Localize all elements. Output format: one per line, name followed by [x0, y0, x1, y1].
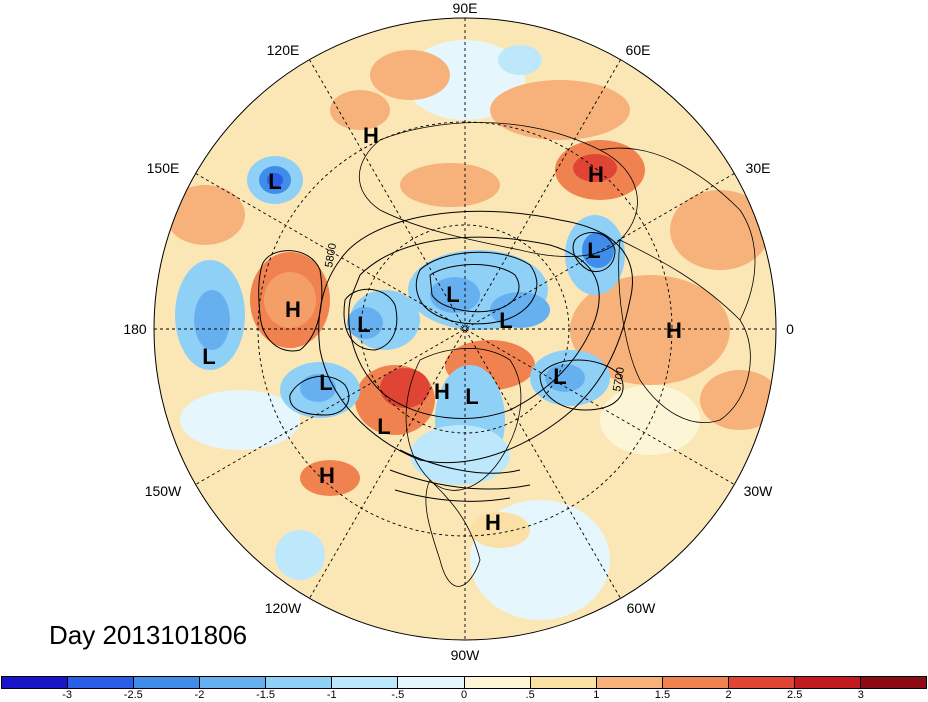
- day-label: Day 2013101806: [49, 620, 248, 650]
- colorbar-tick-label: -2: [194, 689, 205, 701]
- map-boundary: [153, 17, 777, 641]
- longitude-labels: 90E 90W 180 0 120E 150E 60E 30E 150W 120…: [123, 0, 794, 663]
- colorbar-tick-label: 1.5: [654, 689, 671, 701]
- colorbar-tick-label: .5: [525, 689, 535, 701]
- colorbar-tick-label: 1: [593, 689, 600, 701]
- colorbar-cell: [332, 677, 399, 688]
- lon-label-120e: 120E: [267, 42, 300, 58]
- colorbar-cell: [398, 677, 465, 688]
- colorbar-tick-label: 2: [725, 689, 732, 701]
- colorbar-cell: [861, 677, 927, 688]
- graticule: [154, 18, 776, 640]
- pressure-center-label: H: [666, 318, 682, 343]
- colorbar-cell: [266, 677, 333, 688]
- colorbar-cell: [2, 677, 69, 688]
- colorbar-tick-label: -1.5: [256, 689, 276, 701]
- pressure-center-label: L: [268, 169, 281, 194]
- lon-label-120w: 120W: [265, 600, 302, 616]
- pressure-center-label: H: [434, 379, 450, 404]
- colorbar-cell: [596, 677, 663, 688]
- pressure-centers: L H H L H L L L L H L L H L L H H: [202, 123, 682, 535]
- colorbar-cell: [134, 677, 201, 688]
- pressure-center-label: L: [446, 282, 459, 307]
- lon-label-150w: 150W: [145, 483, 182, 499]
- pressure-center-label: L: [202, 344, 215, 369]
- colorbar-cell: [530, 677, 597, 688]
- colorbar-tick-label: -1: [326, 689, 337, 701]
- colorbar: [1, 676, 927, 689]
- pressure-center-label: L: [377, 414, 390, 439]
- lon-label-60w: 60W: [627, 600, 657, 616]
- pressure-center-label: L: [465, 384, 478, 409]
- pressure-center-label: L: [357, 312, 370, 337]
- lon-label-60e: 60E: [626, 42, 651, 58]
- pressure-center-label: L: [319, 370, 332, 395]
- colorbar-cell: [200, 677, 267, 688]
- colorbar-ticks: -3 -2.5 -2 -1.5 -1 -.5 0 .5 1 1.5 2 2.5 3: [1, 689, 927, 702]
- pressure-center-label: L: [499, 308, 512, 333]
- colorbar-tick-label: 3: [857, 689, 864, 701]
- lon-label-0: 0: [786, 321, 794, 337]
- pressure-center-label: H: [319, 463, 335, 488]
- lon-label-30e: 30E: [746, 160, 771, 176]
- colorbar-cell: [464, 677, 531, 688]
- pressure-center-label: H: [285, 297, 301, 322]
- colorbar-tick-label: 0: [460, 689, 468, 701]
- coastlines: [358, 122, 756, 587]
- contour-label-5800: 5800: [323, 242, 339, 268]
- lon-label-150e: 150E: [147, 160, 180, 176]
- pressure-center-label: L: [587, 238, 600, 263]
- pressure-center-label: H: [588, 162, 604, 187]
- lon-label-90e: 90E: [453, 0, 478, 16]
- pressure-center-label: L: [553, 364, 566, 389]
- colorbar-tick-label: -2.5: [123, 689, 143, 701]
- lon-label-90w: 90W: [451, 647, 481, 663]
- colorbar-tick-label: -.5: [391, 689, 405, 701]
- colorbar-cell: [68, 677, 135, 688]
- anomaly-shading: [165, 40, 776, 620]
- colorbar-cell: [662, 677, 729, 688]
- pressure-center-label: H: [485, 510, 501, 535]
- colorbar-tick-label: 2.5: [787, 689, 803, 701]
- colorbar-cell: [728, 677, 795, 688]
- colorbar-cell: [794, 677, 862, 688]
- colorbar-tick-label: -3: [62, 689, 73, 701]
- lon-label-180: 180: [123, 321, 147, 337]
- lon-label-30w: 30W: [744, 483, 774, 499]
- contour-label-5700: 5700: [611, 366, 627, 392]
- pressure-center-label: H: [363, 123, 379, 148]
